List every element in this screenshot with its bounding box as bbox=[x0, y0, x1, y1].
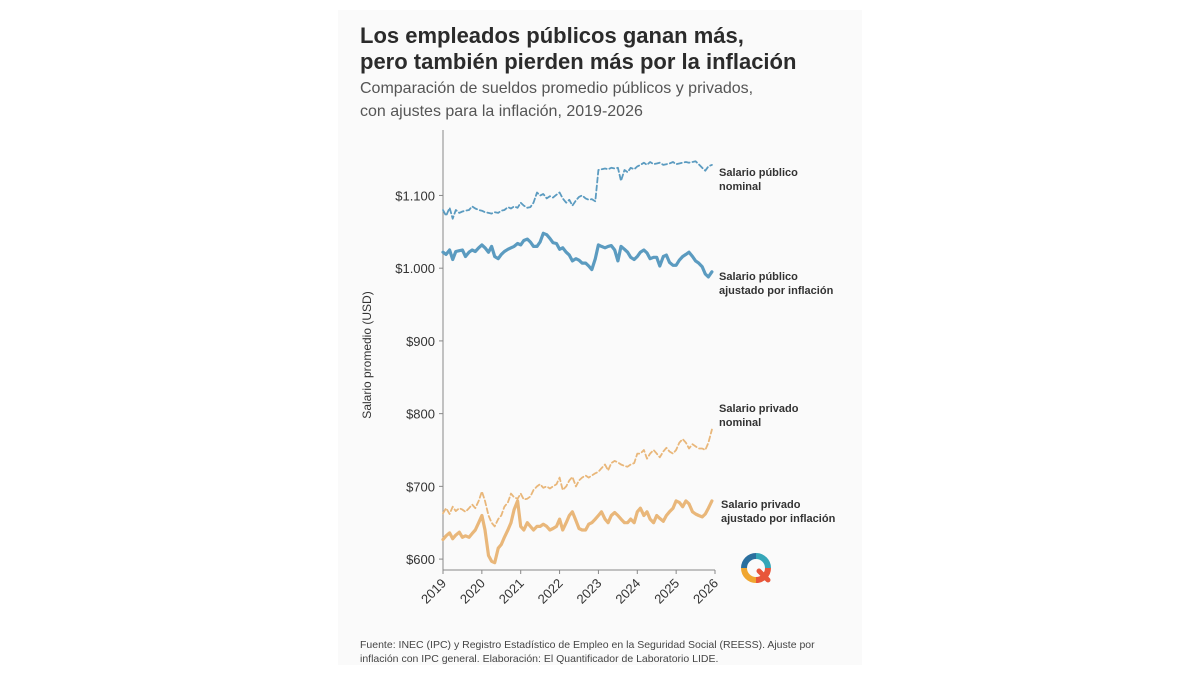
chart-title-line-2: pero también pierden más por la inflació… bbox=[360, 49, 797, 74]
series-label-line-1: Salario público bbox=[719, 271, 798, 283]
series-label-line-2: ajustado por inflación bbox=[721, 513, 836, 525]
y-tick-label: $1.000 bbox=[395, 261, 435, 276]
source-note-line-1: Fuente: INEC (IPC) y Registro Estadístic… bbox=[360, 639, 815, 651]
x-tick-label: 2026 bbox=[690, 576, 721, 607]
x-tick-label: 2020 bbox=[457, 576, 488, 607]
quantificador-logo-icon bbox=[741, 553, 771, 583]
x-tick-label: 2024 bbox=[612, 576, 643, 607]
series-label-line-1: Salario privado bbox=[721, 499, 801, 511]
y-tick-label: $1.100 bbox=[395, 188, 435, 203]
x-tick-label: 2019 bbox=[418, 576, 449, 607]
series-label-line-1: Salario público bbox=[719, 167, 798, 179]
y-axis-title: Salario promedio (USD) bbox=[360, 291, 374, 418]
series-label-line-1: Salario privado bbox=[719, 403, 799, 415]
x-tick-label: 2023 bbox=[573, 576, 604, 607]
chart-subtitle-line-1: Comparación de sueldos promedio públicos… bbox=[360, 80, 754, 97]
series-label-line-2: ajustado por inflación bbox=[719, 285, 834, 297]
source-note-line-2: inflación con IPC general. Elaboración: … bbox=[360, 653, 719, 665]
series-label-line-2: nominal bbox=[719, 181, 761, 193]
x-tick-label: 2022 bbox=[535, 576, 566, 607]
series-label-line-2: nominal bbox=[719, 417, 761, 429]
series-line-4 bbox=[441, 499, 714, 565]
y-tick-label: $800 bbox=[406, 407, 435, 422]
y-tick-label: $600 bbox=[406, 552, 435, 567]
y-tick-label: $900 bbox=[406, 334, 435, 349]
x-tick-label: 2025 bbox=[651, 576, 682, 607]
series-line-1 bbox=[442, 160, 713, 220]
series-line-3 bbox=[442, 428, 713, 528]
x-tick-label: 2021 bbox=[496, 576, 527, 607]
chart-subtitle-line-2: con ajustes para la inflación, 2019-2026 bbox=[360, 103, 643, 120]
chart-title-line-1: Los empleados públicos ganan más, bbox=[360, 23, 744, 48]
series-line-2 bbox=[441, 231, 714, 279]
chart-panel bbox=[338, 10, 862, 665]
y-tick-label: $700 bbox=[406, 479, 435, 494]
